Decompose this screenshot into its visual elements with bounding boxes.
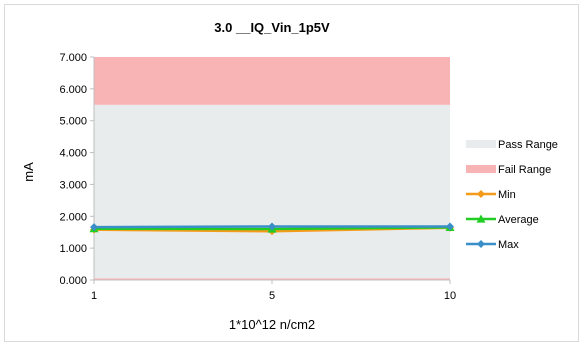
y-axis-label: mA bbox=[21, 162, 36, 182]
y-tick-label: 1.000 bbox=[59, 243, 87, 255]
legend-label-average: Average bbox=[498, 214, 539, 226]
y-tick-label: 2.000 bbox=[59, 211, 87, 223]
legend-swatch-fail-range bbox=[466, 165, 496, 173]
legend-label-fail-range: Fail Range bbox=[498, 164, 551, 176]
y-tick-label: 5.000 bbox=[59, 116, 87, 128]
y-tick-label: 3.000 bbox=[59, 179, 87, 191]
chart-title: 3.0 __IQ_Vin_1p5V bbox=[214, 20, 330, 35]
legend-label-min: Min bbox=[498, 189, 516, 201]
data-point-max bbox=[268, 222, 276, 231]
range-band-fail-range-2 bbox=[94, 278, 450, 280]
y-tick-label: 7.000 bbox=[59, 52, 87, 64]
data-point-max bbox=[90, 223, 98, 232]
y-tick-label: 0.000 bbox=[59, 275, 87, 287]
legend-marker-max bbox=[477, 240, 485, 248]
legend-swatch-pass-range bbox=[466, 140, 496, 148]
data-point-max bbox=[446, 222, 454, 231]
x-tick-label: 5 bbox=[269, 290, 275, 302]
legend-label-max: Max bbox=[498, 239, 519, 251]
x-tick-label: 10 bbox=[444, 290, 456, 302]
range-band-fail-range-1 bbox=[94, 57, 450, 105]
x-axis-label: 1*10^12 n/cm2 bbox=[229, 317, 315, 332]
y-tick-label: 6.000 bbox=[59, 84, 87, 96]
legend-marker-min bbox=[477, 190, 485, 198]
range-band-pass-range-0 bbox=[94, 104, 450, 279]
legend-label-pass-range: Pass Range bbox=[498, 139, 558, 151]
y-tick-label: 4.000 bbox=[59, 148, 87, 160]
legend-marker-average bbox=[476, 214, 486, 223]
x-tick-label: 1 bbox=[91, 290, 97, 302]
